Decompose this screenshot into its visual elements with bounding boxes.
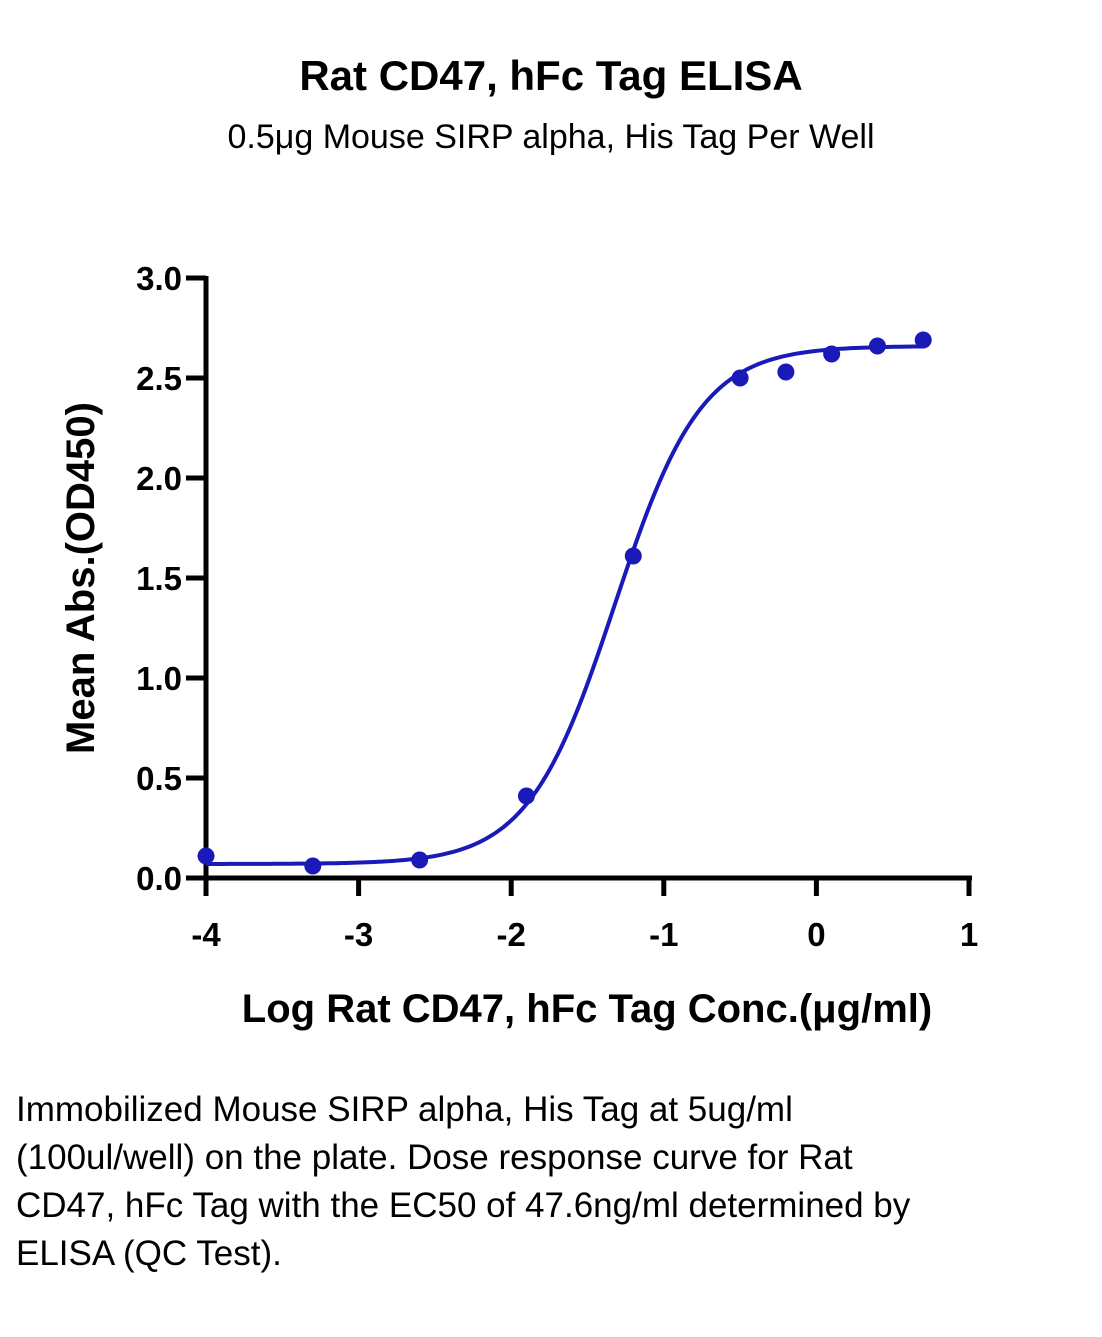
x-tick-label: 0 bbox=[807, 916, 825, 953]
data-point bbox=[304, 857, 322, 875]
x-tick-label: -4 bbox=[191, 916, 221, 953]
fit-curve bbox=[206, 344, 924, 866]
y-tick-label: 2.0 bbox=[136, 460, 182, 497]
fit-curve-layer bbox=[206, 344, 924, 866]
data-point bbox=[731, 369, 749, 387]
x-axis-label: Log Rat CD47, hFc Tag Conc.(μg/ml) bbox=[242, 987, 932, 1031]
data-point bbox=[411, 851, 429, 869]
data-point bbox=[914, 331, 932, 349]
x-tick-label: -1 bbox=[649, 916, 678, 953]
data-point bbox=[517, 787, 535, 805]
y-tick-label: 2.5 bbox=[136, 360, 182, 397]
data-points-layer bbox=[197, 331, 932, 875]
x-tick-label: -3 bbox=[344, 916, 373, 953]
y-tick-label: 3.0 bbox=[136, 260, 182, 297]
y-tick-label: 0.0 bbox=[136, 860, 182, 897]
data-point bbox=[197, 847, 215, 865]
data-point bbox=[777, 363, 795, 381]
y-axis-label: Mean Abs.(OD450) bbox=[59, 402, 103, 754]
chart-subtitle: 0.5μg Mouse SIRP alpha, His Tag Per Well bbox=[227, 118, 875, 156]
data-point bbox=[823, 345, 841, 363]
x-tick-label: 1 bbox=[960, 916, 978, 953]
x-tick-label: -2 bbox=[497, 916, 526, 953]
y-tick-label: 1.0 bbox=[136, 660, 182, 697]
y-tick-label: 0.5 bbox=[136, 760, 182, 797]
chart-axes: 0.0 0.5 1.0 1.5 2.0 2.5 3.0 -4 -3 -2 -1 0 1 bbox=[136, 260, 978, 953]
data-point bbox=[624, 547, 642, 565]
elisa-chart: 0.0 0.5 1.0 1.5 2.0 2.5 3.0 -4 -3 -2 -1 0 1 Log Rat … bbox=[59, 260, 978, 1031]
figure-caption: Immobilized Mouse SIRP alpha, His Tag at… bbox=[16, 1090, 911, 1273]
chart-title: Rat CD47, hFc Tag ELISA bbox=[299, 52, 803, 99]
y-tick-label: 1.5 bbox=[136, 560, 182, 597]
data-point bbox=[868, 337, 886, 355]
